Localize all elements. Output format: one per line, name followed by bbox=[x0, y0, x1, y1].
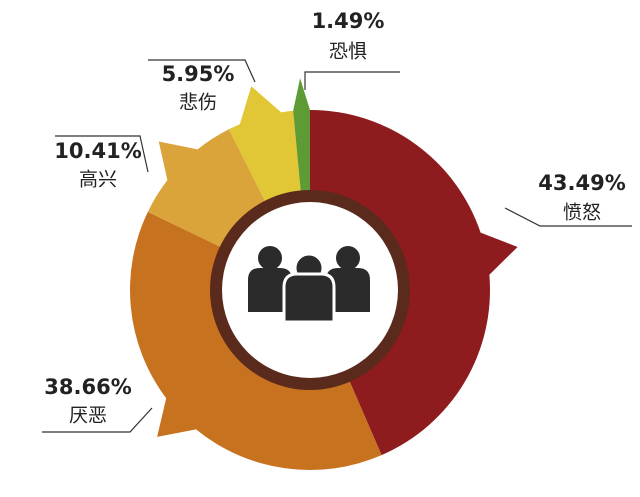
slice bbox=[310, 110, 518, 456]
category-label: 悲伤 bbox=[179, 92, 217, 114]
leader-line bbox=[304, 71, 400, 90]
value-label: 10.41% bbox=[54, 139, 141, 163]
value-label: 38.66% bbox=[44, 375, 131, 399]
category-label: 厌恶 bbox=[69, 405, 107, 427]
leader-line bbox=[42, 407, 153, 433]
slices bbox=[130, 78, 518, 470]
slice bbox=[147, 129, 268, 249]
leader-line bbox=[148, 59, 256, 83]
slice bbox=[228, 86, 302, 206]
category-label: 愤怒 bbox=[563, 202, 601, 224]
slice bbox=[293, 78, 310, 196]
labels: 43.49% 愤怒 38.66% 厌恶 10.41% 高兴 5.95% 悲伤 1.49% 恐惧 bbox=[42, 9, 632, 433]
value-label: 1.49% bbox=[312, 9, 385, 33]
value-label: 5.95% bbox=[162, 62, 235, 86]
category-label: 高兴 bbox=[79, 169, 117, 191]
category-label: 恐惧 bbox=[329, 41, 367, 63]
value-label: 43.49% bbox=[538, 171, 625, 195]
leader-line bbox=[504, 207, 632, 227]
slice bbox=[130, 211, 382, 470]
people-icon bbox=[248, 246, 370, 324]
leader-line bbox=[55, 135, 149, 173]
